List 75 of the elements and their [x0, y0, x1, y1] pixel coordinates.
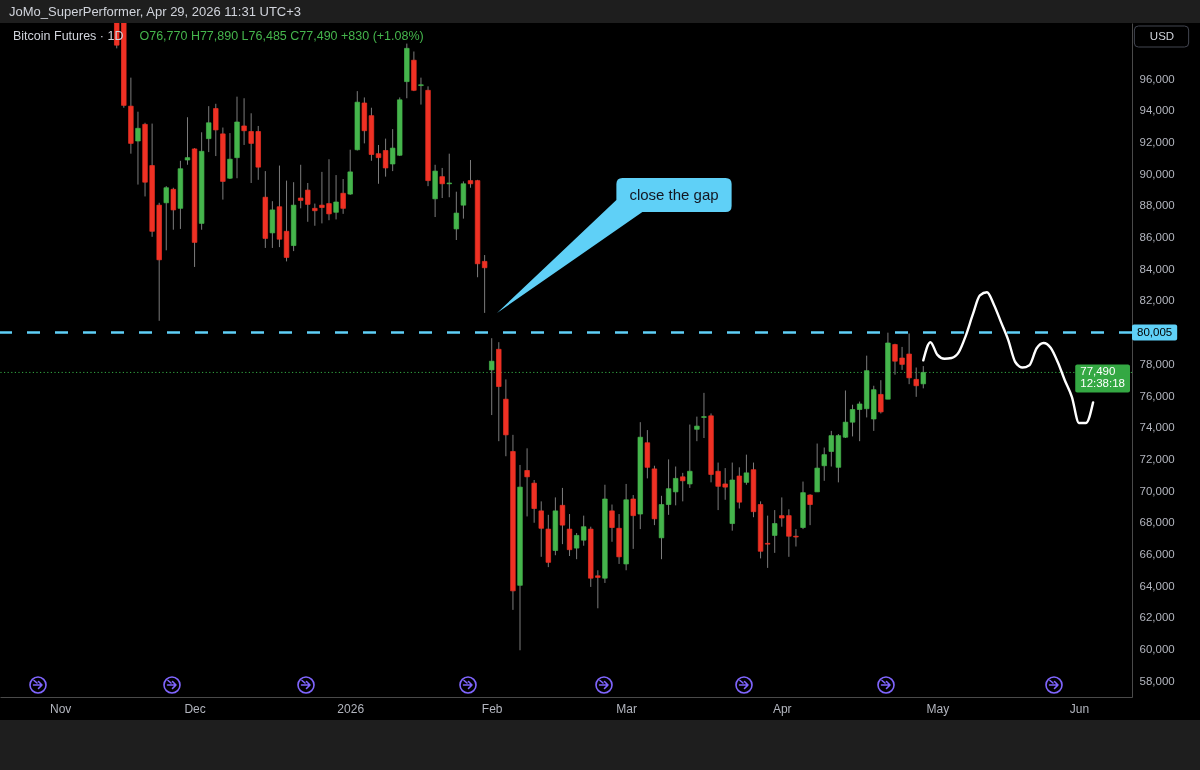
candlestick [460, 180, 467, 220]
x-tick-label: 2026 [337, 701, 365, 716]
x-tick-label: Nov [49, 701, 72, 716]
candlestick [814, 443, 820, 493]
candlestick [701, 392, 707, 439]
candlestick [609, 504, 615, 543]
y-tick-label: 66,000 [1139, 547, 1175, 560]
candlestick [453, 191, 459, 241]
candlestick [375, 144, 382, 185]
candlestick [163, 185, 169, 251]
candlestick [241, 97, 247, 146]
y-axis-title: USD [1149, 30, 1175, 42]
y-tick-label: 90,000 [1139, 167, 1175, 180]
candlestick [340, 178, 346, 215]
candlestick [439, 167, 445, 199]
candlestick [913, 367, 919, 398]
candlestick [680, 472, 686, 502]
candlestick [920, 365, 926, 389]
candlestick [206, 105, 212, 153]
candlestick [269, 200, 276, 249]
x-tick-label: Jun [1069, 701, 1090, 716]
y-tick-label: 72,000 [1139, 452, 1175, 465]
annotation: close the gap [629, 186, 719, 203]
y-tick-label: 64,000 [1139, 579, 1175, 592]
x-tick-label: Mar [616, 701, 637, 716]
y-tick-label: 92,000 [1139, 136, 1175, 149]
candlestick [467, 159, 474, 189]
y-tick-label: 82,000 [1139, 294, 1175, 307]
y-tick-label: 58,000 [1139, 674, 1175, 687]
ref-line-label: 80,005 [1137, 325, 1173, 338]
x-tick-label: Dec [184, 701, 206, 716]
y-tick-label: 78,000 [1139, 357, 1175, 370]
candlestick [566, 513, 573, 557]
candlestick [418, 77, 424, 106]
candlestick [878, 379, 884, 414]
y-tick-label: 76,000 [1139, 389, 1175, 402]
y-tick-label: 60,000 [1139, 642, 1175, 655]
text: JoMo_SuperPerformer, Apr 29, 2026 11:31 UTC+3 [9, 4, 302, 20]
candlestick [170, 187, 176, 231]
y-tick-label: 84,000 [1139, 262, 1175, 275]
candlestick [312, 203, 318, 227]
candlestick [772, 509, 778, 554]
candlestick [333, 174, 339, 220]
candlestick [184, 116, 191, 166]
y-tick-label: 70,000 [1139, 484, 1175, 497]
candlestick [559, 487, 566, 545]
candlestick [687, 424, 693, 489]
x-tick-label: Feb [481, 701, 503, 716]
candlestick [213, 103, 219, 157]
candlestick [135, 111, 141, 186]
y-tick-label: 68,000 [1139, 516, 1175, 529]
candlestick [524, 447, 530, 517]
y-tick-label: 96,000 [1139, 72, 1175, 85]
y-tick-label: 74,000 [1139, 421, 1175, 434]
candlestick [694, 416, 700, 442]
candlestick [630, 494, 636, 550]
candlestick [807, 493, 813, 526]
y-tick-label: 94,000 [1139, 104, 1175, 117]
candlestick [821, 447, 827, 482]
annotation: 12:38:18 [1080, 377, 1125, 390]
candlestick [382, 138, 389, 178]
chart-subtitle: O76,770 H77,890 L76,485 C77,490 +830 (+1.08%) [139, 29, 424, 43]
candlestick [347, 149, 353, 196]
x-tick-label: May [926, 701, 950, 716]
candlestick [227, 132, 233, 180]
y-tick-label: 86,000 [1139, 231, 1175, 244]
ref-line-label: 77,490 [1080, 365, 1116, 378]
x-tick-label: Apr [772, 701, 792, 716]
y-tick-label: 88,000 [1139, 199, 1175, 212]
candlestick [489, 337, 495, 416]
candlestick [849, 404, 856, 437]
candlestick [842, 389, 849, 439]
candlestick [743, 454, 750, 486]
y-tick-label: 62,000 [1139, 611, 1175, 624]
candlestick [446, 153, 452, 198]
